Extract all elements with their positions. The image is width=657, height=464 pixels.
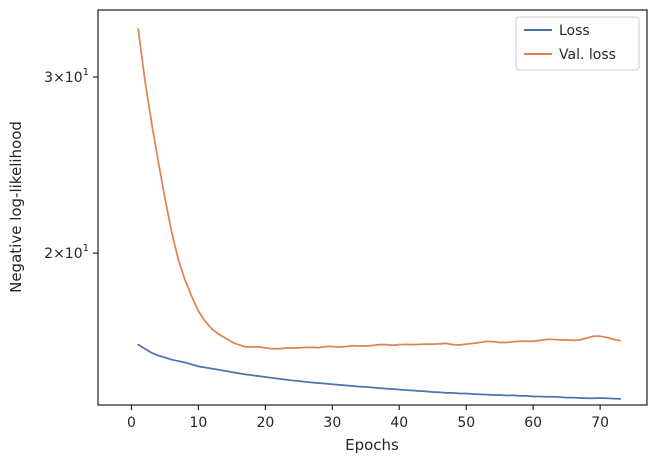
y-axis: 2×101 3×101 — [44, 67, 98, 262]
x-tick-label: 10 — [190, 415, 208, 431]
x-tick-label: 20 — [256, 415, 274, 431]
x-tick-label: 50 — [457, 415, 475, 431]
y-tick-label: 3×101 — [44, 67, 89, 86]
x-tick-label: 60 — [524, 415, 542, 431]
series-line-val-loss — [137, 28, 622, 350]
y-axis-label: Negative log-likelihood — [7, 121, 25, 293]
x-tick-label: 70 — [591, 415, 609, 431]
plot-frame — [97, 9, 648, 406]
legend-label-val-loss: Val. loss — [559, 47, 616, 63]
x-axis: 0 10 20 30 40 50 60 70 — [127, 405, 609, 431]
series-line-loss — [137, 343, 622, 400]
y-tick-label: 2×101 — [44, 243, 89, 262]
x-tick-label: 40 — [390, 415, 408, 431]
x-axis-label: Epochs — [345, 436, 399, 454]
legend: Loss Val. loss — [515, 16, 640, 71]
x-tick-label: 30 — [323, 415, 341, 431]
plot-lines — [137, 28, 622, 400]
legend-label-loss: Loss — [559, 23, 590, 39]
x-tick-label: 0 — [127, 415, 136, 431]
